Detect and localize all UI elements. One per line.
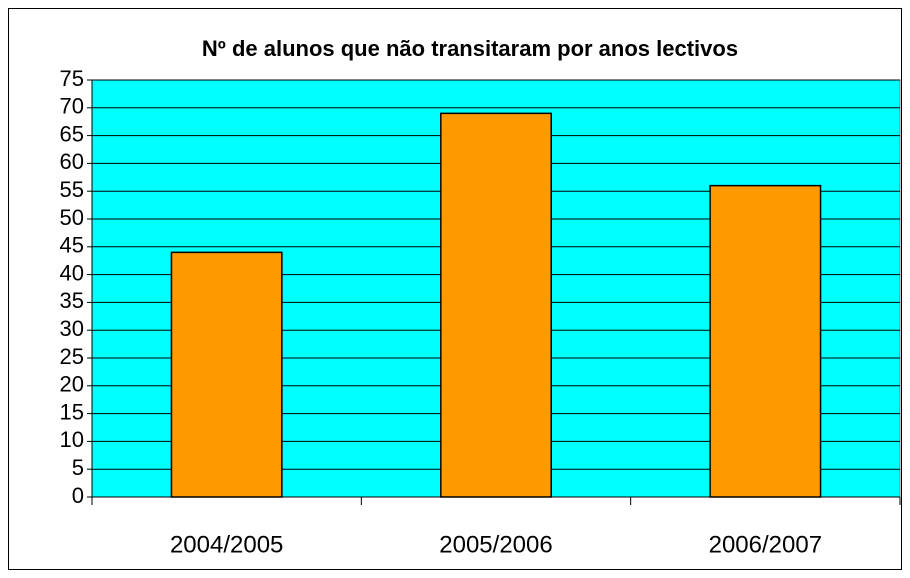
y-tick-label: 10 — [60, 427, 84, 452]
y-tick-label: 55 — [60, 177, 84, 202]
x-tick-label: 2004/2005 — [170, 531, 283, 558]
y-tick-label: 35 — [60, 288, 84, 313]
y-tick-label: 5 — [72, 455, 84, 480]
bar — [440, 112, 552, 498]
y-tick-label: 65 — [60, 121, 84, 146]
y-tick-label: 45 — [60, 233, 84, 258]
chart-title: Nº de alunos que não transitaram por ano… — [202, 36, 738, 61]
bar — [709, 184, 822, 498]
y-tick-label: 20 — [60, 372, 84, 397]
x-tick-label: 2005/2006 — [439, 531, 552, 558]
y-tick-label: 70 — [60, 94, 84, 119]
bar — [170, 251, 283, 498]
y-tick-label: 60 — [60, 149, 84, 174]
y-tick-label: 15 — [60, 399, 84, 424]
y-tick-label: 50 — [60, 205, 84, 230]
y-tick-label: 40 — [60, 260, 84, 285]
y-tick-label: 0 — [72, 483, 84, 508]
y-tick-label: 30 — [60, 316, 84, 341]
y-tick-label: 25 — [60, 344, 84, 369]
y-tick-label: 75 — [60, 66, 84, 91]
x-tick-label: 2006/2007 — [709, 531, 822, 558]
